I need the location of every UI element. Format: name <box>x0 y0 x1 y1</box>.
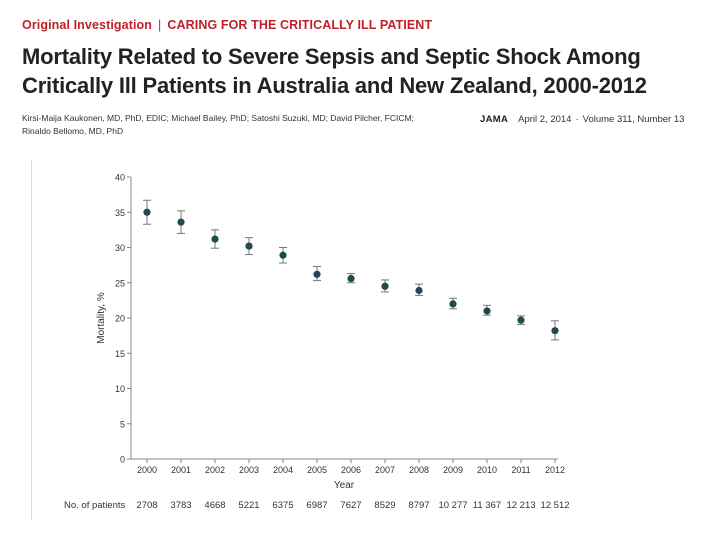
y-tick-label: 5 <box>120 419 125 429</box>
patients-count: 12 213 <box>506 500 535 511</box>
x-tick-label: 2012 <box>545 465 565 475</box>
x-tick-label: 2002 <box>205 465 225 475</box>
kicker-separator: | <box>158 18 162 32</box>
data-point <box>211 235 219 243</box>
patients-count: 6375 <box>272 500 293 511</box>
x-tick-label: 2005 <box>307 465 327 475</box>
y-tick-label: 35 <box>115 208 125 218</box>
x-axis-label: Year <box>334 480 355 491</box>
x-tick-label: 2000 <box>137 465 157 475</box>
topic-label: CARING FOR THE CRITICALLY ILL PATIENT <box>167 18 433 32</box>
data-point <box>279 251 287 259</box>
y-axis-label: Mortality, % <box>96 292 107 344</box>
x-tick-label: 2001 <box>171 465 191 475</box>
y-tick-label: 10 <box>115 384 125 394</box>
patients-count: 11 367 <box>473 500 501 511</box>
x-tick-label: 2008 <box>409 465 429 475</box>
patients-count: 5221 <box>238 500 259 511</box>
journal-date: April 2, 2014 <box>518 114 572 125</box>
chart-axes: 0 5 10 15 20 25 30 35 40 2000 2001 2002 2003 2004 2005… <box>115 173 565 476</box>
x-tick-label: 2003 <box>239 465 259 475</box>
authors-line-1: Kirsi-Maija Kaukonen, MD, PhD, EDIC; Mic… <box>22 113 414 123</box>
title-line-1: Mortality Related to Severe Sepsis and S… <box>22 44 641 69</box>
patients-row: 2708 3783 4668 5221 6375 6987 7627 8529 8797 10 2… <box>136 500 569 511</box>
article-header: Original Investigation | CARING FOR THE CR… <box>22 18 712 100</box>
patients-count: 3783 <box>170 500 191 511</box>
patients-count: 7627 <box>340 500 361 511</box>
y-tick-label: 25 <box>115 278 125 288</box>
y-tick-label: 20 <box>115 314 125 324</box>
x-tick-label: 2004 <box>273 465 293 475</box>
section-label: Original Investigation <box>22 18 152 32</box>
data-point <box>517 316 525 324</box>
data-point <box>483 307 491 315</box>
y-tick-label: 30 <box>115 243 125 253</box>
x-tick-label: 2006 <box>341 465 361 475</box>
journal-info: JAMA April 2, 2014 · Volume 311, Number 13 <box>480 114 685 125</box>
article-title: Mortality Related to Severe Sepsis and S… <box>22 42 712 100</box>
slide-left-rule <box>31 160 32 520</box>
y-tick-label: 15 <box>115 349 125 359</box>
y-tick-label: 40 <box>115 173 125 183</box>
journal-name: JAMA <box>480 114 509 125</box>
data-point <box>177 218 185 226</box>
x-tick-label: 2010 <box>477 465 497 475</box>
data-point <box>449 300 457 308</box>
data-point <box>347 274 355 283</box>
x-tick-label: 2009 <box>443 465 463 475</box>
data-point <box>551 327 559 335</box>
data-point <box>245 242 253 250</box>
authors-line-2: Rinaldo Bellomo, MD, PhD <box>22 126 124 136</box>
patients-count: 8797 <box>408 500 429 511</box>
patients-row-label: No. of patients <box>64 500 126 511</box>
y-tick-label: 0 <box>120 455 125 465</box>
patients-count: 10 277 <box>438 500 467 511</box>
journal-volume: Volume 311, Number 13 <box>582 114 685 125</box>
patients-count: 6987 <box>306 500 327 511</box>
data-point <box>143 208 151 216</box>
patients-count: 2708 <box>136 500 157 511</box>
data-point <box>415 286 423 295</box>
x-tick-label: 2007 <box>375 465 395 475</box>
patients-count: 4668 <box>204 500 225 511</box>
patients-count: 12 512 <box>540 500 569 511</box>
data-point <box>381 282 389 290</box>
title-line-2: Critically Ill Patients in Australia and… <box>22 73 647 98</box>
patients-count: 8529 <box>374 500 395 511</box>
data-point <box>313 270 321 278</box>
x-tick-label: 2011 <box>511 465 530 475</box>
section-kicker: Original Investigation | CARING FOR THE CR… <box>22 18 712 32</box>
chart-marks <box>143 199 559 341</box>
author-list: Kirsi-Maija Kaukonen, MD, PhD, EDIC; Mic… <box>22 112 452 138</box>
